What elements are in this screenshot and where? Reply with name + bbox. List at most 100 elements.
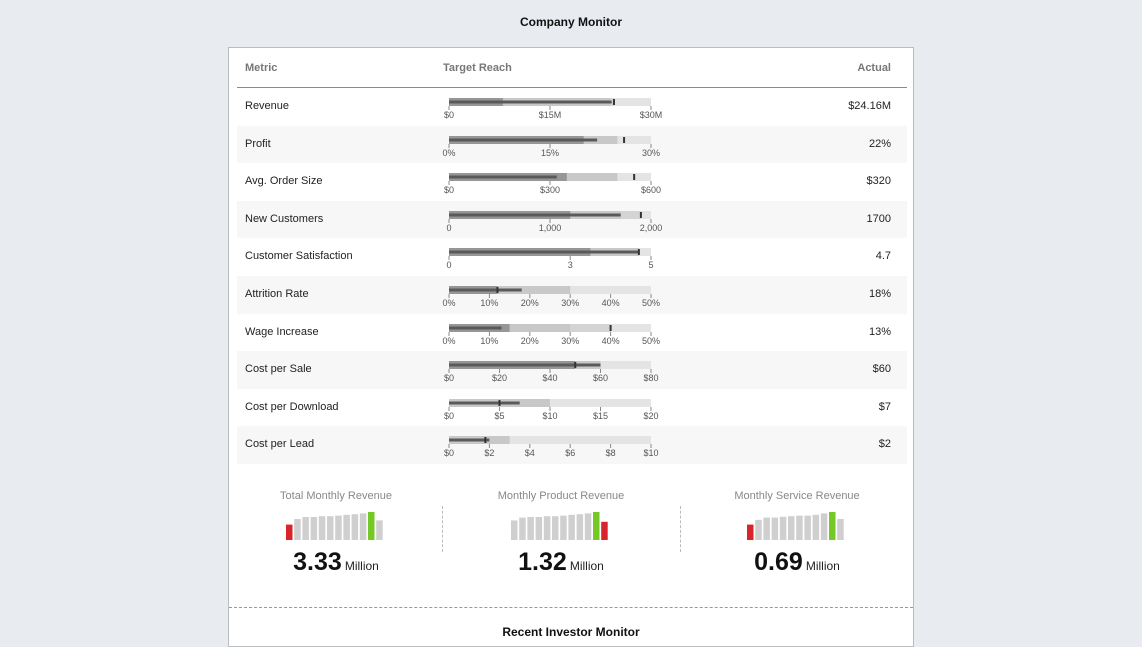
spark-bar: [318, 516, 326, 540]
spark-bar: [576, 514, 584, 540]
tick-label: $0: [444, 411, 454, 421]
tick-label: 20%: [521, 298, 539, 308]
table-row: Wage Increase 13% 0% 10% 20% 30% 40% 50%: [237, 314, 907, 352]
table-row: Avg. Order Size $320 $0 $300 $600: [237, 163, 907, 201]
bullet-chart: 0 3 5: [446, 248, 654, 270]
spark-bar: [335, 515, 342, 540]
tick-label: $2: [484, 448, 494, 458]
spark-bar: [796, 515, 803, 540]
spark-bar: [351, 514, 359, 540]
bullet-chart: 0% 10% 20% 30% 40% 50%: [442, 285, 660, 308]
spark-bar: [584, 513, 592, 540]
actual-value: 18%: [868, 287, 891, 300]
bullet-chart: 0% 10% 20% 30% 40% 50%: [442, 323, 660, 346]
spark-bar: [812, 514, 820, 540]
bullet-range: [449, 323, 571, 332]
bullet-target-marker: [574, 362, 577, 369]
tick-label: $60: [593, 373, 608, 383]
bullet-measure-bar: [449, 100, 612, 104]
tick-label: 20%: [521, 336, 539, 346]
kpi-value: 3.33: [293, 548, 342, 576]
spark-bar: [343, 514, 350, 540]
spark-bar: [837, 519, 844, 540]
table-row: Customer Satisfaction 4.7 0 3 5: [237, 238, 907, 276]
actual-value: 4.7: [875, 250, 891, 263]
spark-bar: [755, 519, 762, 540]
spark-bar: [368, 512, 375, 540]
table-row: New Customers 1700 0 1,000 2,000: [237, 200, 907, 239]
tick-label: $5: [494, 411, 504, 421]
spark-bar: [359, 513, 367, 540]
spark-bar: [560, 515, 567, 540]
kpi-sparkbar: [747, 512, 844, 540]
tick-label: $20: [643, 411, 658, 421]
tick-label: 30%: [561, 298, 579, 308]
bullet-chart: $0 $20 $40 $60 $80: [444, 361, 659, 383]
tick-label: $0: [444, 110, 454, 120]
tick-label: 50%: [642, 298, 660, 308]
spark-bar: [593, 512, 600, 540]
bullet-measure-bar: [449, 438, 490, 442]
bullet-measure-bar: [449, 138, 598, 142]
tick-label: 5: [648, 260, 653, 270]
spark-bar: [747, 524, 754, 540]
actual-value: $60: [872, 363, 891, 376]
bullet-measure-bar: [449, 213, 621, 217]
tick-label: $10: [542, 411, 557, 421]
table-row: Cost per Lead $2 $0 $2 $4 $6 $8 $10: [237, 426, 907, 464]
kpi-card: Monthly Service Revenue 0.69 Million: [683, 478, 911, 577]
tick-label: 1,000: [539, 223, 562, 233]
table-row: Profit 22% 0% 15% 30%: [237, 125, 907, 164]
bullet-measure-bar: [449, 175, 557, 179]
tick-label: $8: [606, 448, 616, 458]
metric-label: Revenue: [245, 100, 290, 112]
tick-label: 10%: [480, 336, 498, 346]
spark-bar: [519, 517, 526, 540]
actual-value: $2: [878, 438, 891, 451]
spark-bar: [804, 515, 811, 540]
spark-bar: [511, 520, 518, 540]
tick-label: 15%: [541, 148, 559, 158]
table-row: Cost per Download $7 $0 $5 $10 $15 $20: [237, 389, 907, 427]
header-target-reach: Target Reach: [443, 62, 512, 74]
tick-label: $15M: [539, 110, 562, 120]
kpi-sparkbar: [511, 512, 608, 540]
spark-bar: [829, 512, 836, 540]
kpi-unit: Million: [344, 559, 379, 573]
spark-bar: [527, 517, 534, 540]
actual-value: 1700: [866, 212, 891, 225]
metric-label: Cost per Download: [245, 400, 339, 413]
bullet-range-bg: [449, 436, 651, 445]
spark-bar: [779, 516, 787, 540]
kpi-value: 0.69: [754, 548, 803, 576]
kpi-sparkbar: [286, 512, 383, 540]
tick-label: 30%: [561, 336, 579, 346]
kpi-title: Total Monthly Revenue: [280, 490, 392, 502]
tick-label: $300: [540, 185, 560, 195]
table-row: Revenue $24.16M $0 $15M $30M: [237, 88, 907, 126]
actual-value: $7: [878, 400, 891, 413]
recent-investor-monitor-title: Recent Investor Monitor: [502, 625, 640, 639]
spark-bar: [294, 519, 301, 540]
spark-bar: [310, 517, 318, 540]
bullet-target-marker: [484, 437, 487, 444]
metric-label: Attrition Rate: [245, 287, 309, 300]
bullet-target-marker: [623, 136, 626, 143]
kpi-card: Monthly Product Revenue 1.32 Million: [447, 478, 675, 577]
actual-value: 22%: [868, 137, 891, 150]
tick-label: 0%: [442, 148, 455, 158]
bullet-chart: $0 $15M $30M: [444, 98, 662, 120]
spark-bar: [535, 517, 543, 540]
tick-label: $10: [643, 448, 658, 458]
header-actual: Actual: [857, 62, 891, 74]
actual-value: 13%: [868, 325, 891, 338]
metric-label: New Customers: [245, 212, 324, 225]
bullet-measure-bar: [449, 326, 502, 330]
metric-label: Cost per Lead: [245, 438, 315, 451]
bullet-target-marker: [639, 211, 642, 218]
bullet-measure-bar: [449, 288, 522, 292]
actual-value: $320: [866, 175, 891, 188]
kpi-divider: [442, 506, 443, 552]
bullet-target-marker: [637, 249, 640, 256]
tick-label: $0: [444, 185, 454, 195]
